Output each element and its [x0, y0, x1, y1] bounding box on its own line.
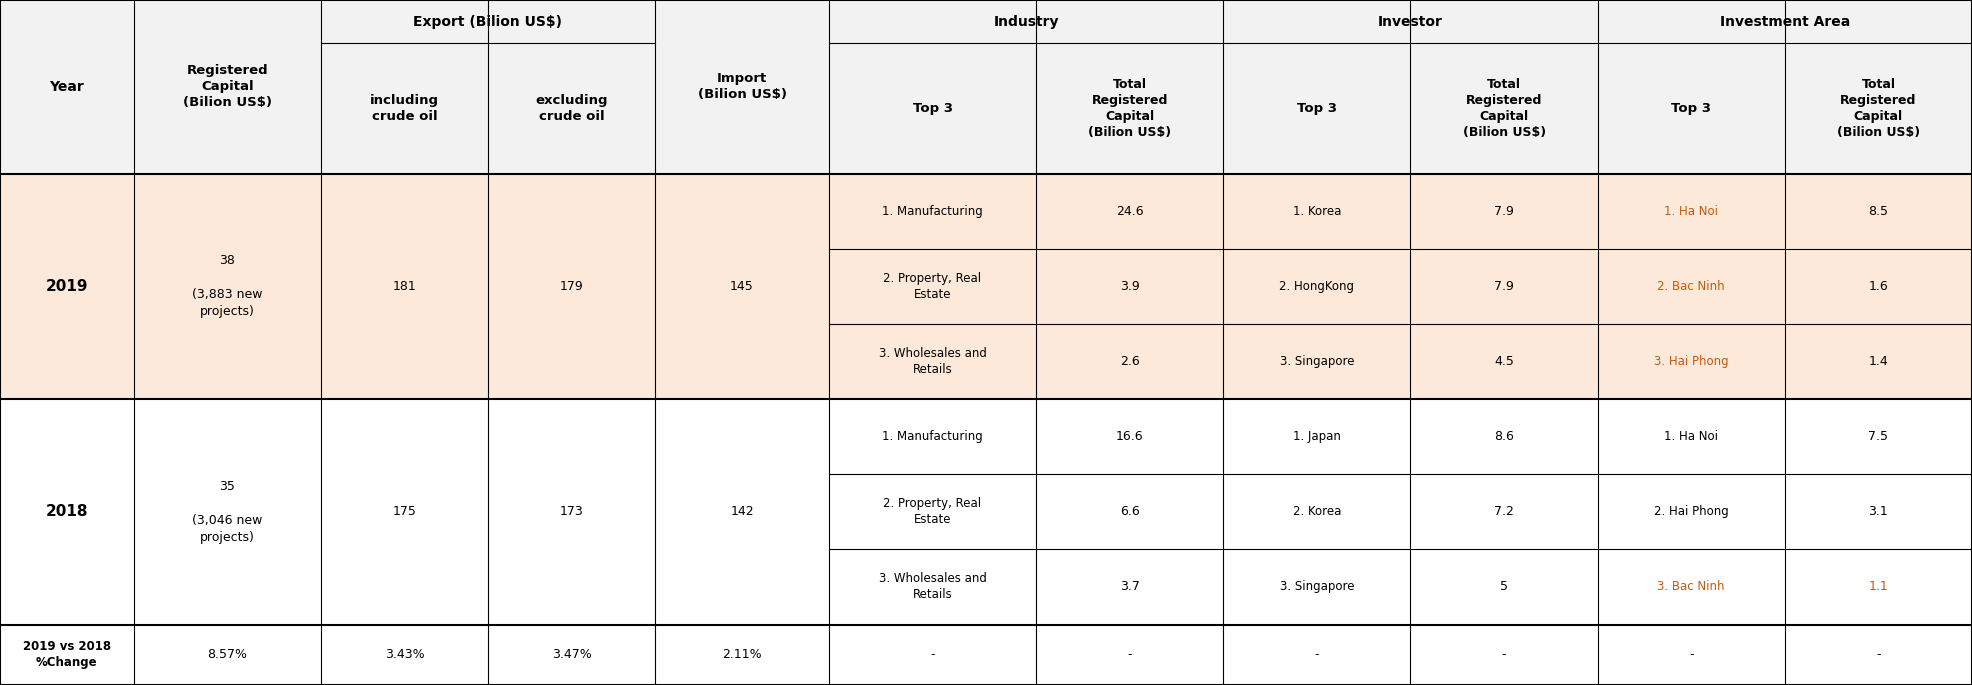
Bar [0, 625, 1972, 685]
Bar [0, 0, 1972, 174]
Text: Total
Registered
Capital
(Bilion US$): Total Registered Capital (Bilion US$) [1089, 78, 1171, 139]
Text: 2. Hai Phong: 2. Hai Phong [1655, 506, 1729, 519]
Text: 2019: 2019 [45, 279, 89, 294]
Text: 3.43%: 3.43% [385, 648, 424, 661]
Text: -: - [1688, 648, 1694, 661]
Text: 1. Ha Noi: 1. Ha Noi [1664, 430, 1718, 443]
Text: 7.2: 7.2 [1495, 506, 1514, 519]
Text: 2.11%: 2.11% [722, 648, 761, 661]
Text: 2. HongKong: 2. HongKong [1280, 280, 1355, 293]
Text: 1. Manufacturing: 1. Manufacturing [881, 430, 982, 443]
Text: 2.6: 2.6 [1120, 355, 1140, 368]
Text: 8.5: 8.5 [1867, 205, 1889, 218]
Text: Top 3: Top 3 [913, 102, 952, 115]
Text: 3. Singapore: 3. Singapore [1280, 355, 1355, 368]
Text: Investor: Investor [1378, 14, 1444, 29]
Text: 2. Korea: 2. Korea [1294, 506, 1341, 519]
Text: Investment Area: Investment Area [1720, 14, 1850, 29]
Text: 173: 173 [560, 506, 584, 519]
Text: 2018: 2018 [45, 504, 89, 519]
Text: 7.5: 7.5 [1867, 430, 1889, 443]
Text: 2. Property, Real
Estate: 2. Property, Real Estate [883, 272, 982, 301]
Text: 3.47%: 3.47% [552, 648, 592, 661]
Text: 1. Japan: 1. Japan [1294, 430, 1341, 443]
Text: 145: 145 [730, 280, 753, 293]
Text: 5: 5 [1501, 580, 1509, 593]
Text: -: - [1128, 648, 1132, 661]
Text: 1. Korea: 1. Korea [1294, 205, 1341, 218]
Text: 1. Ha Noi: 1. Ha Noi [1664, 205, 1718, 218]
Text: 2019 vs 2018
%Change: 2019 vs 2018 %Change [24, 640, 110, 669]
Bar [0, 399, 1972, 625]
Text: excluding
crude oil: excluding crude oil [534, 94, 607, 123]
Text: 142: 142 [730, 506, 753, 519]
Text: -: - [931, 648, 935, 661]
Text: 8.6: 8.6 [1495, 430, 1514, 443]
Text: 1.6: 1.6 [1869, 280, 1889, 293]
Text: 24.6: 24.6 [1116, 205, 1144, 218]
Text: 6.6: 6.6 [1120, 506, 1140, 519]
Text: 35

(3,046 new
projects): 35 (3,046 new projects) [191, 479, 262, 544]
Text: 3. Wholesales and
Retails: 3. Wholesales and Retails [880, 573, 986, 601]
Text: 38

(3,883 new
projects): 38 (3,883 new projects) [191, 255, 262, 319]
Text: Export (Bilion US$): Export (Bilion US$) [414, 14, 562, 29]
Text: including
crude oil: including crude oil [371, 94, 440, 123]
Text: 2. Property, Real
Estate: 2. Property, Real Estate [883, 497, 982, 526]
Text: Top 3: Top 3 [1670, 102, 1712, 115]
Bar [0, 174, 1972, 399]
Text: 7.9: 7.9 [1495, 205, 1514, 218]
Text: 3.9: 3.9 [1120, 280, 1140, 293]
Text: 2. Bac Ninh: 2. Bac Ninh [1656, 280, 1726, 293]
Text: 16.6: 16.6 [1116, 430, 1144, 443]
Text: 3. Singapore: 3. Singapore [1280, 580, 1355, 593]
Text: Total
Registered
Capital
(Bilion US$): Total Registered Capital (Bilion US$) [1836, 78, 1921, 139]
Text: -: - [1875, 648, 1881, 661]
Text: 3. Hai Phong: 3. Hai Phong [1655, 355, 1729, 368]
Text: -: - [1315, 648, 1319, 661]
Text: 1.1: 1.1 [1869, 580, 1889, 593]
Text: 1.4: 1.4 [1869, 355, 1889, 368]
Text: 175: 175 [392, 506, 416, 519]
Text: 181: 181 [392, 280, 416, 293]
Text: 3. Bac Ninh: 3. Bac Ninh [1658, 580, 1726, 593]
Text: 3.7: 3.7 [1120, 580, 1140, 593]
Text: -: - [1503, 648, 1507, 661]
Text: 179: 179 [560, 280, 584, 293]
Text: Industry: Industry [994, 14, 1059, 29]
Text: Registered
Capital
(Bilion US$): Registered Capital (Bilion US$) [183, 64, 272, 110]
Text: Total
Registered
Capital
(Bilion US$): Total Registered Capital (Bilion US$) [1463, 78, 1546, 139]
Text: 3.1: 3.1 [1869, 506, 1889, 519]
Text: Year: Year [49, 80, 85, 94]
Text: Import
(Bilion US$): Import (Bilion US$) [698, 73, 787, 101]
Text: Top 3: Top 3 [1298, 102, 1337, 115]
Text: 3. Wholesales and
Retails: 3. Wholesales and Retails [880, 347, 986, 376]
Text: 4.5: 4.5 [1495, 355, 1514, 368]
Text: 7.9: 7.9 [1495, 280, 1514, 293]
Text: 8.57%: 8.57% [207, 648, 246, 661]
Text: 1. Manufacturing: 1. Manufacturing [881, 205, 982, 218]
